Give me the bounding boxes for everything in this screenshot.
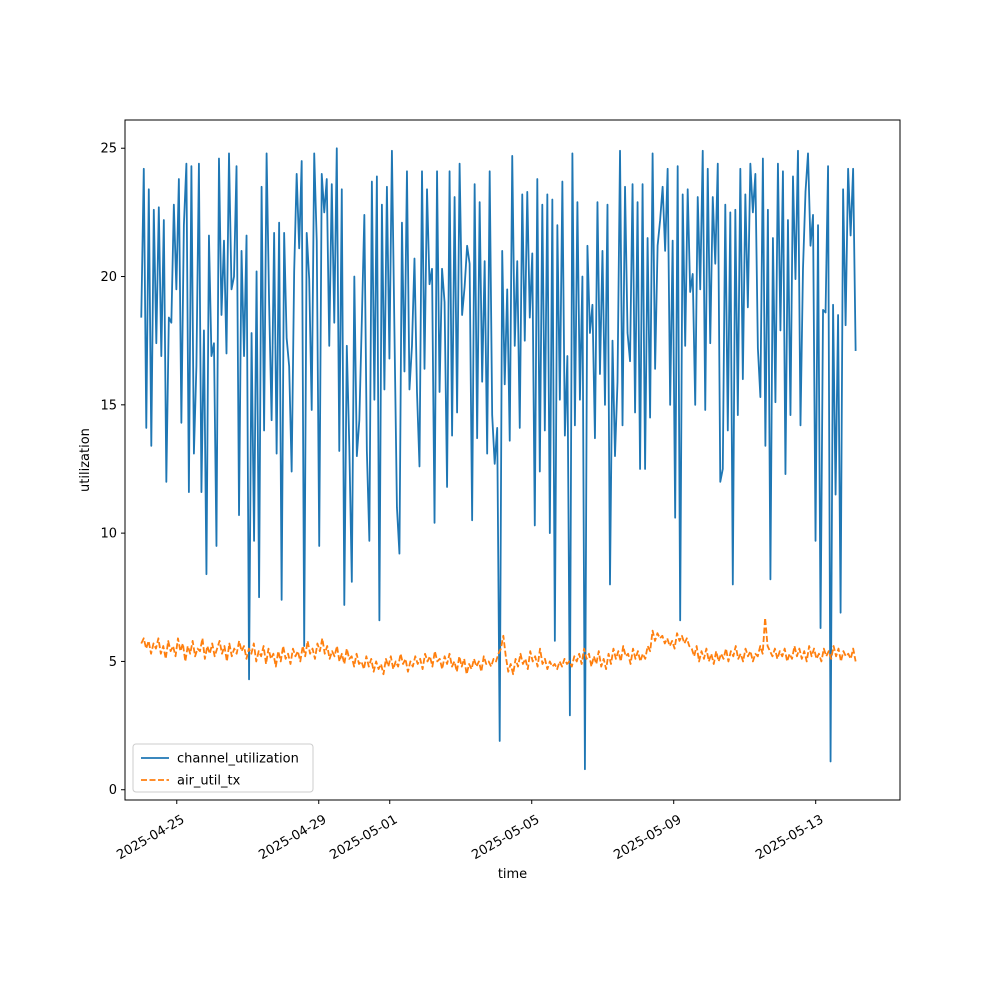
series-layer — [140, 147, 857, 771]
y-tick-label: 10 — [100, 527, 117, 542]
series-line-air-util-tx — [140, 616, 857, 676]
legend-label-air-util-tx: air_util_tx — [177, 774, 241, 789]
x-axis-label: time — [498, 867, 527, 882]
series-line-channel-utilization — [140, 147, 857, 771]
legend-label-channel-utilization: channel_utilization — [177, 752, 299, 767]
y-tick-label: 5 — [109, 655, 117, 670]
y-tick-label: 15 — [100, 398, 117, 413]
y-axis: 0 5 10 15 20 25 — [100, 142, 125, 798]
legend-box — [132, 743, 314, 793]
y-axis-label: utilization — [78, 428, 93, 492]
y-tick-label: 20 — [100, 270, 117, 285]
legend: channel_utilization air_util_tx — [132, 743, 314, 793]
y-tick-label: 0 — [109, 783, 117, 798]
plot-border — [124, 119, 901, 801]
y-tick-label: 25 — [100, 142, 117, 157]
